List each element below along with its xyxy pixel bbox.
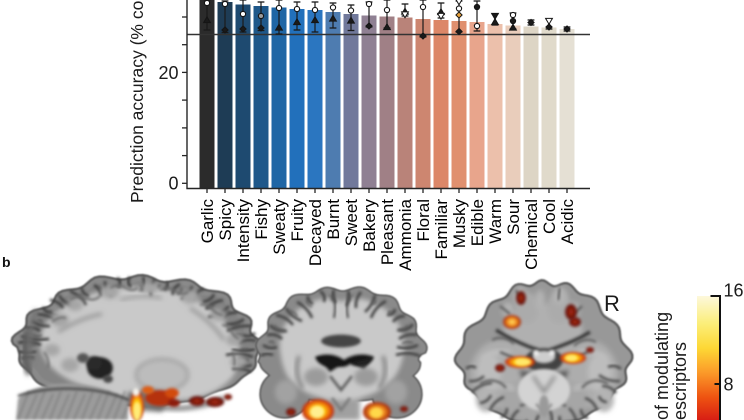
svg-text:16: 16 [724, 281, 744, 301]
svg-text:Bakery: Bakery [360, 199, 379, 252]
svg-text:0: 0 [168, 174, 178, 194]
svg-text:Spicy: Spicy [216, 199, 235, 241]
svg-text:Intensity: Intensity [234, 199, 253, 263]
svg-text:Edible: Edible [468, 199, 487, 246]
svg-text:Familiar: Familiar [432, 199, 451, 260]
svg-text:Warm: Warm [486, 199, 505, 244]
svg-text:20: 20 [158, 63, 178, 83]
svg-text:Fruity: Fruity [288, 199, 307, 242]
svg-text:Chemical: Chemical [522, 199, 541, 270]
svg-text:Garlic: Garlic [198, 199, 217, 244]
svg-text:Sweet: Sweet [342, 199, 361, 247]
svg-text:8: 8 [724, 375, 734, 395]
svg-text:Fishy: Fishy [252, 199, 271, 240]
svg-text:Cool: Cool [540, 199, 559, 234]
svg-text:R: R [604, 291, 620, 316]
svg-text:Ammonia: Ammonia [396, 198, 415, 270]
svg-text:Pleasant: Pleasant [378, 199, 397, 265]
svg-text:Acidic: Acidic [558, 199, 577, 245]
svg-text:Floral: Floral [414, 199, 433, 242]
svg-text:descriptors: descriptors [670, 342, 690, 420]
svg-text:No. of modulating: No. of modulating [652, 312, 672, 420]
svg-text:Burnt: Burnt [324, 199, 343, 240]
svg-text:Prediction accuracy (% correct: Prediction accuracy (% correct) [127, 0, 147, 203]
svg-text:Decayed: Decayed [306, 199, 325, 266]
svg-text:b: b [2, 254, 11, 270]
svg-text:Sour: Sour [504, 199, 523, 235]
svg-text:Musky: Musky [450, 199, 469, 249]
svg-text:Sweaty: Sweaty [270, 199, 289, 255]
